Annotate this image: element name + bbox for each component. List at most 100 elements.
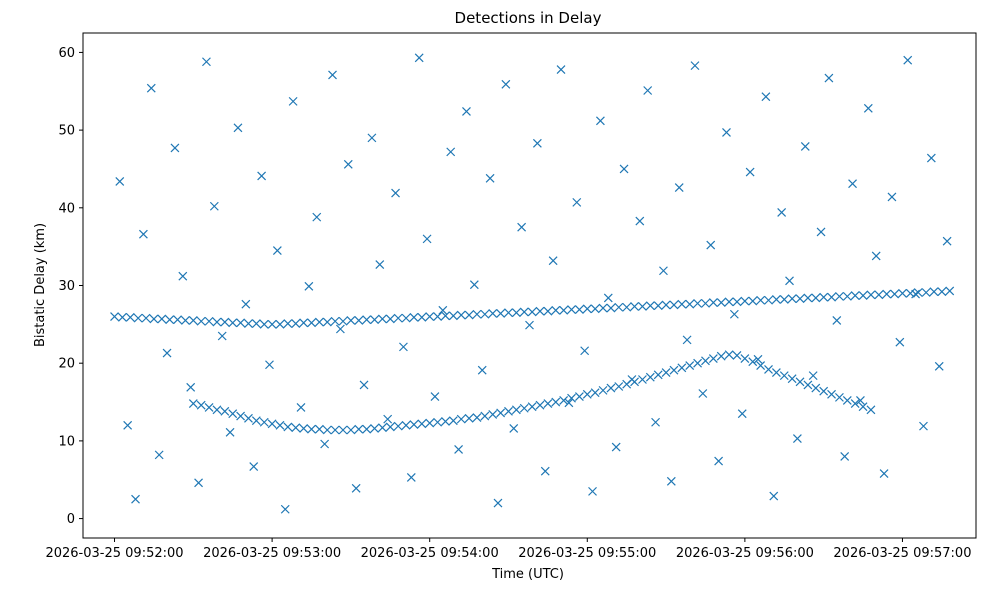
plot-frame (82, 32, 977, 539)
detection-marker-track-lower (228, 409, 238, 419)
detection-marker-clutter (588, 486, 597, 496)
detection-marker-track-upper (330, 316, 340, 326)
detection-marker-track-upper (377, 314, 387, 324)
detection-marker-track-upper (259, 319, 269, 329)
detection-marker-track-upper (622, 302, 632, 312)
detection-marker-track-upper (638, 302, 647, 311)
detection-marker-track-lower (716, 351, 726, 361)
detection-marker-track-lower (653, 370, 663, 380)
y-tick-label: 0 (67, 512, 75, 527)
detection-marker-track-lower (693, 358, 703, 368)
detection-marker-clutter (351, 483, 361, 493)
detection-marker-track-lower (330, 425, 340, 435)
detection-marker-track-upper (267, 319, 277, 329)
detection-marker-track-upper (220, 317, 230, 327)
detection-marker-track-lower (543, 399, 553, 409)
chart-title: Detections in Delay (455, 9, 602, 27)
detection-marker-clutter (674, 183, 684, 193)
detection-marker-track-upper (157, 314, 167, 324)
detection-marker-clutter (375, 260, 385, 269)
detection-marker-track-lower (858, 402, 868, 412)
detection-marker-track-upper (929, 287, 939, 297)
detection-marker-track-upper (511, 308, 521, 318)
detection-marker-clutter (934, 361, 944, 371)
detection-marker-track-upper (535, 306, 545, 316)
detection-marker-track-lower (346, 425, 356, 435)
detection-marker-clutter (312, 212, 322, 222)
detection-marker-clutter (233, 123, 243, 133)
detection-marker-clutter (249, 462, 259, 471)
data-markers (110, 53, 955, 514)
detection-marker-track-upper (771, 295, 781, 304)
detection-marker-clutter (138, 229, 148, 239)
detection-marker-track-upper (291, 319, 301, 328)
detection-marker-track-lower (299, 424, 309, 433)
detection-marker-clutter (399, 342, 408, 352)
detection-marker-track-lower (433, 417, 442, 427)
detection-marker-track-lower (732, 350, 742, 360)
detection-marker-track-upper (653, 301, 663, 311)
detection-marker-clutter (651, 417, 660, 427)
detection-marker-clutter (729, 309, 739, 319)
detection-marker-track-lower (204, 403, 214, 412)
detection-marker-clutter (469, 280, 479, 290)
detection-marker-track-upper (834, 291, 844, 301)
detection-marker-track-upper (275, 319, 285, 329)
detection-marker-track-lower (354, 424, 364, 434)
detection-marker-clutter (517, 222, 527, 232)
detection-marker-track-upper (669, 300, 679, 310)
detection-marker-track-lower (559, 396, 569, 405)
detection-marker-track-upper (882, 289, 892, 299)
detection-marker-track-lower (370, 424, 379, 433)
detection-marker-track-upper (496, 309, 506, 318)
detection-marker-track-upper (125, 312, 135, 322)
detection-marker-track-upper (921, 288, 931, 297)
detection-marker-track-lower (787, 374, 797, 384)
detection-marker-track-lower (638, 375, 647, 384)
detection-marker-clutter (619, 164, 629, 174)
detection-marker-clutter (840, 451, 850, 461)
detection-marker-clutter (335, 324, 345, 334)
detection-marker-clutter (257, 171, 267, 181)
detection-marker-clutter (635, 216, 645, 226)
y-tick-label: 40 (58, 201, 75, 216)
detection-marker-track-lower (756, 361, 766, 370)
detection-marker-track-upper (519, 307, 529, 317)
detection-marker-clutter (288, 96, 298, 106)
detection-marker-clutter (548, 256, 558, 266)
detection-marker-clutter (895, 337, 905, 347)
detection-marker-track-upper (606, 303, 616, 313)
detection-marker-track-lower (866, 405, 876, 415)
detection-marker-track-lower (236, 411, 246, 421)
detection-marker-clutter (304, 281, 314, 291)
detection-marker-track-lower (764, 364, 773, 374)
x-tick-label: 2026-03-25 09:52:00 (45, 546, 183, 561)
y-axis: 0 10 20 30 40 50 60 (58, 46, 83, 527)
detection-marker-clutter (808, 371, 818, 381)
detection-marker-track-lower (819, 386, 829, 396)
detection-marker-clutter (383, 414, 393, 424)
detection-marker-track-lower (779, 371, 789, 381)
detection-marker-clutter (493, 498, 503, 508)
detection-marker-track-lower (259, 417, 269, 427)
detection-marker-track-lower (425, 418, 435, 428)
detection-marker-clutter (871, 251, 881, 261)
detection-marker-clutter (942, 236, 952, 246)
detection-marker-track-upper (630, 302, 639, 311)
detection-marker-track-upper (811, 293, 821, 303)
detection-marker-track-upper (708, 298, 718, 308)
detection-marker-clutter (438, 305, 448, 315)
detection-marker-track-upper (693, 298, 703, 308)
detection-marker-clutter (919, 421, 928, 431)
detection-marker-clutter (272, 246, 282, 255)
detection-marker-clutter (485, 173, 495, 183)
detection-marker-track-lower (322, 425, 332, 435)
detection-marker-track-lower (188, 399, 198, 409)
detection-marker-track-lower (842, 396, 852, 405)
detection-marker-track-upper (945, 286, 955, 296)
detection-marker-clutter (777, 208, 787, 217)
detection-marker-track-upper (724, 297, 734, 307)
detection-marker-clutter (328, 70, 337, 80)
detection-marker-clutter (879, 469, 889, 478)
detection-marker-track-upper (574, 305, 584, 315)
